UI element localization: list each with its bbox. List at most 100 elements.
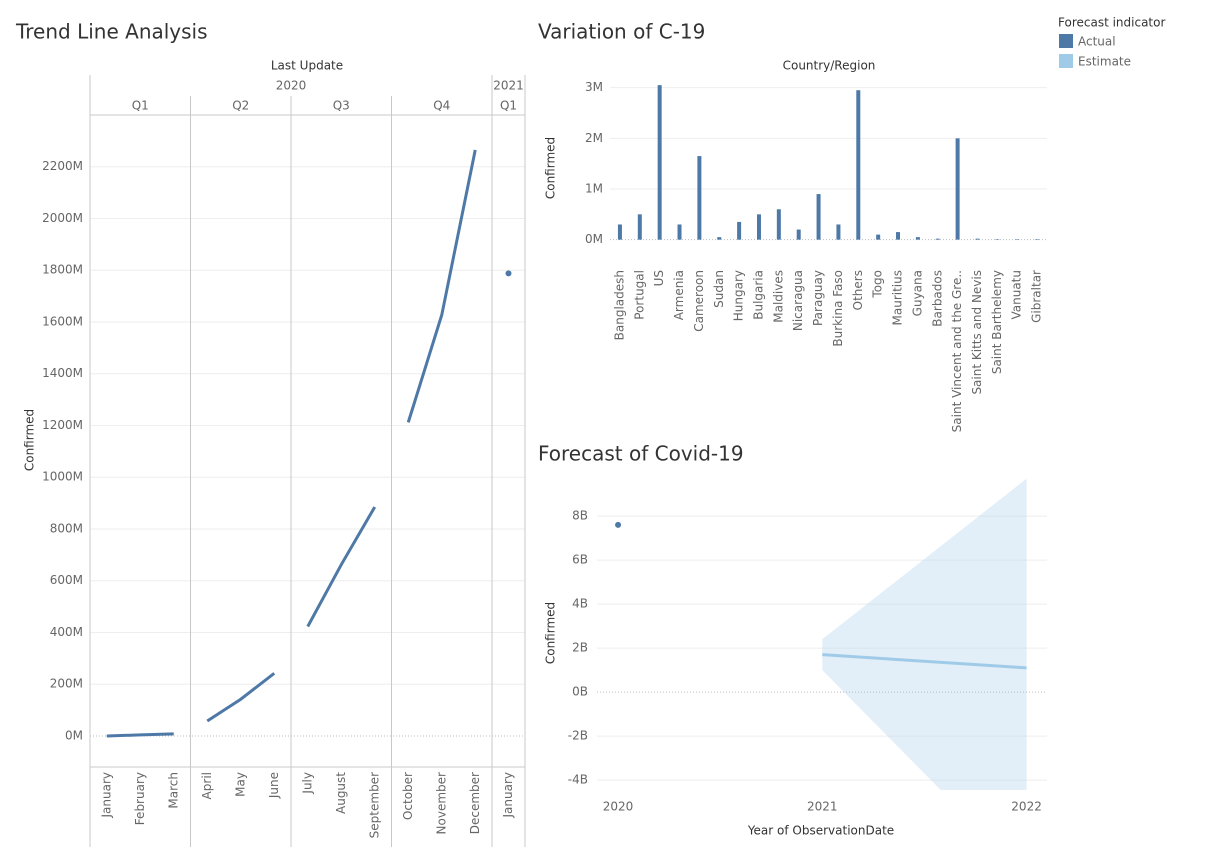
x-tick-label: February (133, 772, 147, 825)
y-tick-label: 2000M (42, 211, 83, 225)
bar (1035, 239, 1040, 240)
chart-title: Forecast of Covid-19 (538, 442, 744, 466)
x-tick-label: 2020 (603, 800, 634, 814)
bar (915, 237, 920, 240)
bar (896, 232, 901, 240)
y-tick-label: 800M (50, 521, 83, 535)
x-tick-label: Sudan (712, 270, 726, 308)
legend-title: Forecast indicator (1058, 16, 1165, 30)
y-tick-label: 1000M (42, 470, 83, 484)
x-tick-label: Maldives (771, 270, 785, 323)
forecast-line (822, 653, 1027, 670)
bar (975, 238, 980, 240)
x-tick-label: Guyana (910, 270, 924, 316)
x-tick-label: January (99, 772, 113, 819)
x-tick-label: January (501, 772, 515, 819)
header: Last Update (271, 59, 343, 73)
x-tick-label: Cameroon (692, 270, 706, 332)
x-tick-label: US (652, 270, 666, 286)
y-axis-label: Confirmed (23, 409, 37, 471)
x-tick-label: April (200, 772, 214, 799)
bar (796, 229, 801, 240)
x-tick-label: Saint Barthelemy (990, 270, 1004, 374)
y-tick-label: 0M (585, 232, 603, 246)
y-tick-label: 1M (585, 182, 603, 196)
y-tick-label: 4B (572, 597, 588, 611)
y-tick-label: 1200M (42, 418, 83, 432)
quarter-label: Q2 (232, 99, 249, 113)
data-point (615, 521, 622, 528)
bar (637, 214, 642, 240)
x-tick-label: December (468, 772, 482, 834)
chart-title: Trend Line Analysis (15, 20, 208, 44)
x-tick-label: October (401, 772, 415, 820)
x-tick-label: September (367, 772, 381, 838)
bar (995, 239, 1000, 240)
x-tick-label: Burkina Faso (831, 270, 845, 347)
quarter-label: Q1 (132, 99, 149, 113)
x-tick-label: Portugal (632, 270, 646, 320)
x-tick-label: Togo (871, 270, 885, 299)
trend-line (206, 672, 276, 723)
x-tick-label: 2022 (1011, 800, 1042, 814)
y-tick-label: -4B (568, 773, 588, 787)
y-tick-label: 6B (572, 553, 588, 567)
bar (935, 238, 940, 240)
x-tick-label: 2021 (807, 800, 838, 814)
x-tick-label: March (166, 772, 180, 809)
trend-line (406, 149, 477, 423)
trend-line (106, 732, 174, 738)
x-tick-label: Saint Vincent and the Gre.. (950, 270, 964, 432)
x-tick-label: June (267, 772, 281, 799)
y-tick-label: 2B (572, 641, 588, 655)
bar (697, 156, 702, 240)
x-tick-label: November (434, 772, 448, 834)
quarter-label: Q3 (333, 99, 350, 113)
y-tick-label: 600M (50, 573, 83, 587)
trend-line (306, 506, 377, 628)
y-tick-label: 1800M (42, 263, 83, 277)
bar (955, 138, 960, 240)
x-tick-label: Mauritius (891, 270, 905, 325)
y-axis-label: Confirmed (544, 602, 558, 664)
y-tick-label: 200M (50, 677, 83, 691)
confidence-band (822, 478, 1027, 790)
x-tick-label: Paraguay (811, 270, 825, 326)
legend-label: Estimate (1078, 55, 1131, 69)
bar (677, 224, 682, 240)
y-tick-label: 2200M (42, 159, 83, 173)
x-axis-label: Year of ObservationDate (747, 824, 894, 838)
x-tick-label: Nicaragua (791, 270, 805, 331)
x-tick-label: Others (851, 270, 865, 310)
bar (737, 221, 742, 240)
y-tick-label: 0M (65, 728, 83, 742)
x-tick-label: Hungary (732, 270, 746, 321)
x-tick-label: May (233, 772, 247, 797)
year-label: 2021 (493, 79, 524, 93)
y-axis-label: Confirmed (544, 137, 558, 199)
bar (856, 90, 861, 240)
x-tick-label: Bangladesh (612, 270, 626, 340)
bar (776, 209, 781, 240)
legend-swatch (1059, 54, 1073, 68)
x-tick-label: Armenia (672, 270, 686, 320)
y-tick-label: 400M (50, 625, 83, 639)
quarter-label: Q1 (500, 99, 517, 113)
bar (617, 224, 622, 240)
year-label: 2020 (276, 79, 307, 93)
bar (657, 85, 662, 240)
y-tick-label: -2B (568, 729, 588, 743)
y-tick-label: 1600M (42, 314, 83, 328)
x-tick-label: Saint Kitts and Nevis (970, 270, 984, 395)
bar (1015, 239, 1020, 240)
x-tick-label: Barbados (930, 270, 944, 327)
x-tick-label: Bulgaria (751, 270, 765, 320)
y-tick-label: 8B (572, 509, 588, 523)
y-tick-label: 2M (585, 131, 603, 145)
data-point (505, 270, 512, 277)
header: Country/Region (783, 59, 876, 73)
bar (876, 234, 881, 240)
x-tick-label: Vanuatu (1010, 270, 1024, 320)
y-tick-label: 3M (585, 80, 603, 94)
